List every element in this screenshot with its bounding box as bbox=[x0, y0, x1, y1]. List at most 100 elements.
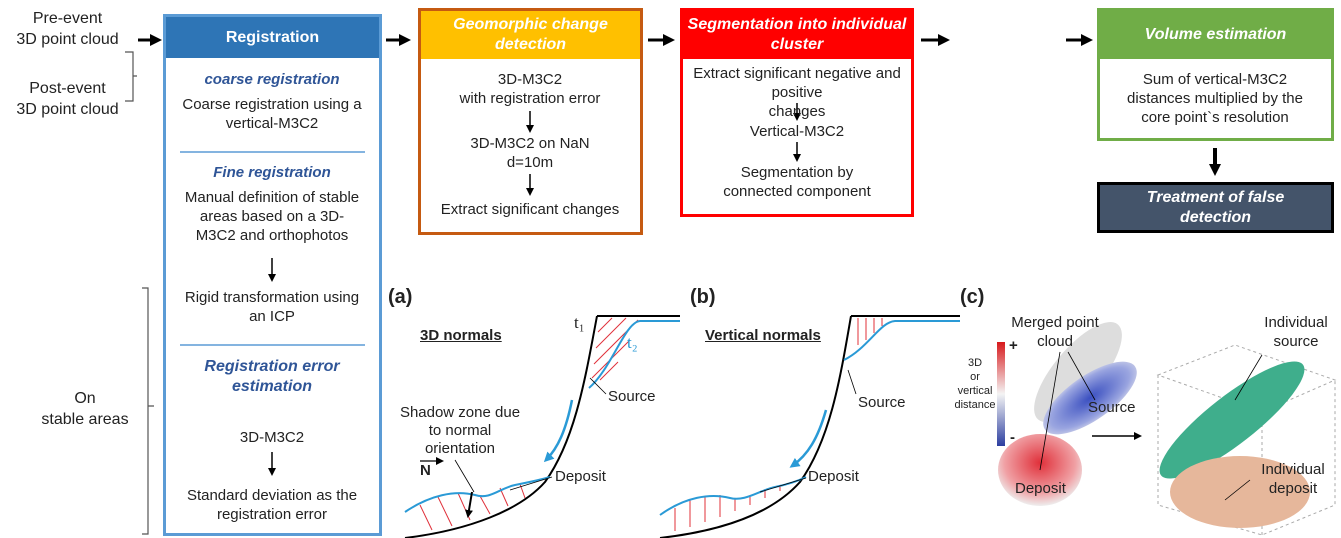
registration-box: Registration bbox=[163, 14, 382, 536]
annotation: Deposit bbox=[1015, 480, 1066, 497]
brackets bbox=[125, 51, 154, 535]
annotation: Source bbox=[608, 388, 656, 405]
text-line: Shadow zone due bbox=[399, 404, 521, 421]
segmentation-box: Segmentation into individual cluster bbox=[680, 8, 914, 217]
panel-title: 3D normals bbox=[420, 327, 502, 344]
step: Extract significant changes bbox=[440, 201, 620, 218]
annotation: Source bbox=[858, 394, 906, 411]
text-line: Post-event bbox=[29, 80, 106, 97]
text-line: Manual definition of stable bbox=[184, 189, 360, 206]
box-title: Segmentation into individual cluster bbox=[683, 11, 911, 59]
text-line: 3D bbox=[967, 357, 983, 369]
text-line: changes bbox=[768, 103, 826, 120]
text-line: estimation bbox=[231, 378, 312, 395]
panel-label: (c) bbox=[960, 286, 985, 308]
text-line: On bbox=[74, 390, 96, 407]
text-line: vertical bbox=[957, 385, 993, 397]
step: Manual definition of stable areas based o… bbox=[172, 188, 372, 245]
text-line: Pre-event bbox=[32, 10, 103, 27]
panel-label: (a) bbox=[388, 286, 413, 308]
box-title: Geomorphic change detection bbox=[421, 11, 640, 59]
text-line: distances multiplied by the bbox=[1127, 90, 1303, 107]
text-line: 3D-M3C2 on NaN bbox=[470, 135, 590, 152]
text-line: detection bbox=[1179, 208, 1252, 226]
sketch-b bbox=[659, 315, 960, 538]
text-line: 3D point cloud bbox=[16, 31, 119, 48]
separators bbox=[180, 151, 365, 346]
sketch-c bbox=[997, 322, 1337, 536]
step: Segmentation by connected component bbox=[684, 163, 910, 201]
step: Standard deviation as the registration er… bbox=[172, 486, 372, 524]
text-line: cluster bbox=[770, 36, 824, 53]
step-arrows bbox=[268, 103, 801, 476]
text-line: source bbox=[1273, 333, 1319, 350]
time-label: t₁ bbox=[574, 313, 585, 332]
box-title: Treatment of false detection bbox=[1100, 185, 1331, 230]
scale-end: - bbox=[1010, 429, 1015, 446]
scale-label: 3D or vertical distance bbox=[953, 356, 997, 412]
section-heading: Registration error estimation bbox=[172, 357, 372, 397]
text-line: Merged point bbox=[1011, 314, 1099, 331]
text-line: 3D-M3C2 bbox=[497, 71, 563, 88]
step: 3D-M3C2 on NaN d=10m bbox=[425, 134, 635, 172]
section-heading: coarse registration bbox=[204, 71, 340, 88]
flow-arrows bbox=[138, 34, 1221, 176]
text-line: core point`s resolution bbox=[1141, 109, 1289, 126]
text-line: deposit bbox=[1268, 480, 1318, 497]
text-line: Segmentation into individual bbox=[687, 16, 907, 33]
step: Coarse registration using a vertical-M3C2 bbox=[172, 95, 372, 133]
side-label: On stable areas bbox=[30, 388, 140, 430]
annotation: Merged point cloud bbox=[1000, 313, 1110, 351]
panel-label: (b) bbox=[690, 286, 716, 308]
text-line: registration error bbox=[216, 506, 328, 523]
text-line: Individual bbox=[1261, 461, 1325, 478]
text-line: cloud bbox=[1037, 333, 1073, 350]
text-line: Sum of vertical-M3C2 bbox=[1142, 71, 1288, 88]
annotation: Individual deposit bbox=[1248, 460, 1338, 498]
step: Sum of vertical-M3C2 distances multiplied… bbox=[1102, 70, 1328, 127]
text-line: 3D point cloud bbox=[16, 101, 119, 118]
text-line: Treatment of false bbox=[1146, 188, 1285, 206]
annotation: Individual source bbox=[1248, 313, 1341, 351]
change-box: Geomorphic change detection bbox=[418, 8, 643, 235]
text-line: vertical-M3C2 bbox=[225, 115, 319, 132]
text-line: Registration error bbox=[204, 358, 340, 375]
text-line: stable areas bbox=[41, 411, 129, 428]
text-line: or bbox=[970, 371, 980, 383]
text-line: connected component bbox=[723, 183, 871, 200]
text-line: Individual bbox=[1264, 314, 1328, 331]
step: Extract significant negative and positiv… bbox=[684, 64, 910, 121]
text-line: Rigid transformation using bbox=[184, 289, 360, 306]
text-line: distance bbox=[954, 399, 996, 411]
text-line: Standard deviation as the bbox=[186, 487, 358, 504]
box-title: Volume estimation bbox=[1100, 11, 1331, 59]
text-line: to normal bbox=[428, 422, 492, 439]
text-line: Segmentation by bbox=[740, 164, 854, 181]
annotation: N bbox=[420, 462, 431, 479]
text-line: areas based on a 3D- bbox=[199, 208, 345, 225]
text-line: Geomorphic change bbox=[453, 16, 608, 33]
step: 3D-M3C2 with registration error bbox=[425, 70, 635, 108]
input-label: Pre-event 3D point cloud bbox=[0, 8, 135, 50]
section-heading: Fine registration bbox=[213, 164, 331, 181]
text-line: Extract significant negative and positiv… bbox=[693, 65, 901, 101]
panel-title: Vertical normals bbox=[705, 327, 821, 344]
volume-box: Volume estimation bbox=[1097, 8, 1334, 141]
sketch-a bbox=[404, 315, 680, 538]
step: 3D-M3C2 bbox=[239, 429, 305, 446]
treatment-box: Treatment of false detection bbox=[1097, 182, 1334, 233]
text-line: with registration error bbox=[459, 90, 601, 107]
annotation: Deposit bbox=[555, 468, 606, 485]
text-line: an ICP bbox=[249, 308, 295, 325]
text-line: orientation bbox=[424, 440, 496, 457]
step: Rigid transformation using an ICP bbox=[172, 288, 372, 326]
annotation: Source bbox=[1088, 399, 1136, 416]
text-line: detection bbox=[494, 36, 567, 53]
text-line: Coarse registration using a bbox=[182, 96, 362, 113]
box-title: Registration bbox=[166, 17, 379, 58]
time-label: t₂ bbox=[627, 333, 638, 352]
step: Vertical-M3C2 bbox=[749, 123, 845, 140]
input-label: Post-event 3D point cloud bbox=[0, 78, 135, 120]
